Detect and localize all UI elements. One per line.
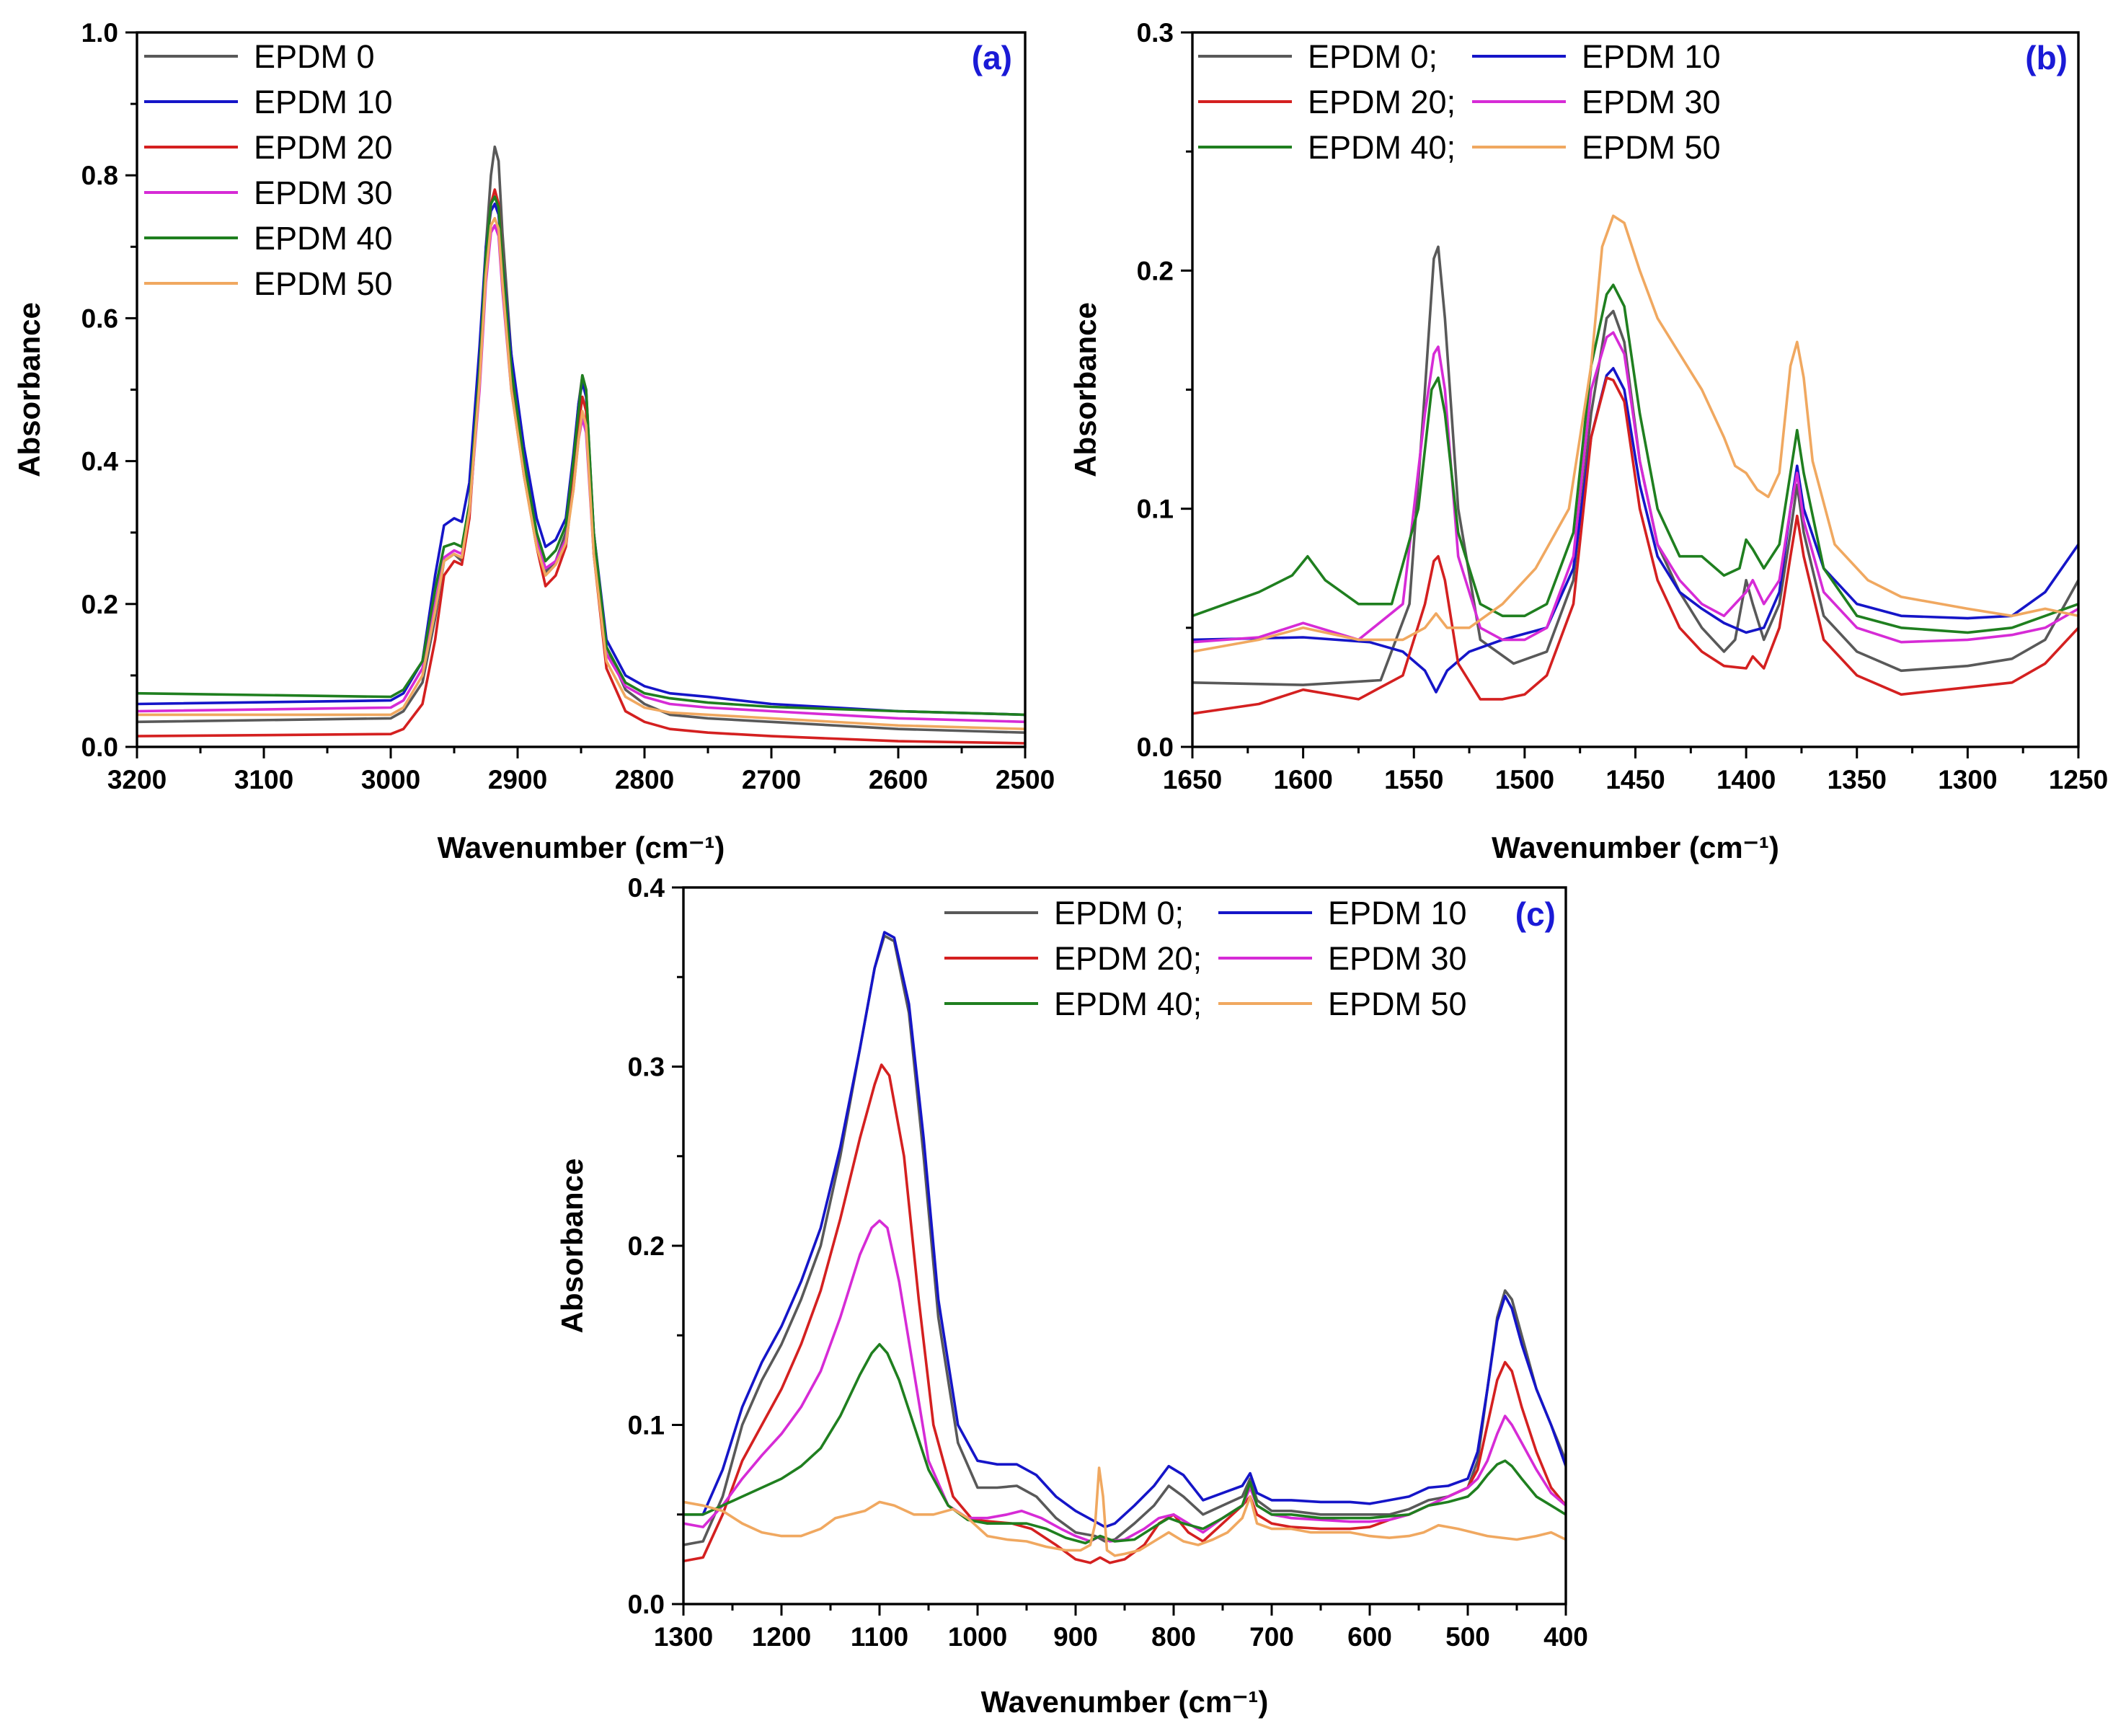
legend-label: EPDM 50 (1582, 129, 1721, 166)
legend-label: EPDM 50 (254, 265, 393, 302)
y-tick-label: 0.1 (628, 1411, 665, 1440)
y-tick-label: 0.2 (628, 1231, 665, 1261)
x-tick-label: 1000 (948, 1622, 1007, 1652)
series-line-epdm-30 (1192, 331, 2078, 644)
series-line-epdm-20 (1192, 376, 2078, 715)
x-tick-label: 900 (1053, 1622, 1098, 1652)
y-tick-label: 0.4 (628, 873, 665, 903)
series-line-epdm-50 (137, 216, 1025, 730)
x-tick-label: 3000 (361, 765, 420, 794)
y-tick-label: 0.2 (1137, 256, 1174, 285)
series-line-epdm-30 (683, 1219, 1566, 1543)
x-tick-label: 800 (1151, 1622, 1196, 1652)
x-axis-title: Wavenumber (cm⁻¹) (438, 831, 725, 864)
legend-label: EPDM 20; (1054, 940, 1202, 977)
panel-b-chart: 1650 1600 1550 1500 1450 1400 1350 1300 1250 0.0 0… (1068, 18, 2108, 864)
x-tick-label: 2800 (615, 765, 674, 794)
series-line-epdm-40 (683, 1342, 1566, 1545)
x-tick-label: 1350 (1828, 765, 1887, 794)
x-tick-label: 1500 (1495, 765, 1554, 794)
legend-label: EPDM 0; (1054, 895, 1184, 931)
panel-a-chart: 3200 3100 3000 2900 2800 2700 2600 2500 0.0 0.2 0.… (12, 18, 1055, 864)
x-tick-label: 1250 (2049, 765, 2108, 794)
legend-label: EPDM 40 (254, 220, 393, 257)
x-tick-label: 3100 (234, 765, 293, 794)
panel-label: (b) (2025, 39, 2068, 76)
series-line-epdm-50 (683, 1466, 1566, 1557)
legend-label: EPDM 30 (254, 174, 393, 211)
legend-label: EPDM 30 (1328, 940, 1467, 977)
y-tick-label: 0.2 (81, 590, 118, 619)
series-line-epdm-10 (1192, 366, 2078, 694)
y-axis-title: Absorbance (1068, 302, 1102, 477)
x-axis-title: Wavenumber (cm⁻¹) (1492, 831, 1779, 864)
panel-label: (c) (1515, 895, 1556, 933)
x-tick-label: 600 (1347, 1622, 1392, 1652)
series-line-epdm-10 (137, 202, 1025, 717)
x-tick-label: 1200 (752, 1622, 811, 1652)
y-tick-label: 0.0 (81, 732, 118, 762)
x-tick-label: 2900 (488, 765, 547, 794)
series-line-epdm-40 (1192, 283, 2078, 634)
x-tick-label: 1650 (1163, 765, 1222, 794)
y-tick-label: 0.0 (628, 1590, 665, 1619)
x-tick-label: 1300 (1938, 765, 1997, 794)
legend-label: EPDM 10 (1582, 38, 1721, 75)
x-tick-label: 2600 (869, 765, 928, 794)
y-tick-label: 0.6 (81, 304, 118, 333)
legend-label: EPDM 10 (1328, 895, 1467, 931)
x-axis-title: Wavenumber (cm⁻¹) (981, 1685, 1269, 1719)
x-tick-label: 400 (1543, 1622, 1588, 1652)
x-tick-label: 1600 (1273, 765, 1332, 794)
y-tick-label: 1.0 (81, 18, 118, 48)
legend-label: EPDM 20 (254, 129, 393, 166)
legend-label: EPDM 40; (1054, 986, 1202, 1022)
x-tick-label: 1550 (1384, 765, 1443, 794)
legend-label: EPDM 0; (1308, 38, 1438, 75)
series-line-epdm-10 (683, 931, 1566, 1528)
series-line-epdm-50 (1192, 214, 2078, 653)
legend: EPDM 0 EPDM 10 EPDM 20 EPDM 30 EPDM 40 EPDM 5… (144, 38, 393, 302)
x-tick-label: 2700 (742, 765, 801, 794)
legend: EPDM 0; EPDM 10 EPDM 20; EPDM 30 EPDM 40; EPD… (944, 895, 1467, 1022)
legend-label: EPDM 0 (254, 38, 375, 75)
x-tick-label: 1100 (851, 1622, 908, 1652)
legend-label: EPDM 10 (254, 84, 393, 120)
legend-label: EPDM 30 (1582, 84, 1721, 120)
y-axis-title: Absorbance (12, 302, 46, 477)
y-tick-label: 0.3 (628, 1053, 665, 1082)
y-tick-label: 0.1 (1137, 495, 1174, 524)
panel-label: (a) (972, 39, 1012, 76)
legend: EPDM 0; EPDM 10 EPDM 20; EPDM 30 EPDM 40; EPD… (1198, 38, 1721, 166)
legend-label: EPDM 50 (1328, 986, 1467, 1022)
x-tick-label: 1300 (654, 1622, 713, 1652)
y-tick-label: 0.3 (1137, 18, 1174, 48)
y-tick-label: 0.8 (81, 161, 118, 190)
x-tick-label: 2500 (996, 765, 1055, 794)
legend-label: EPDM 20; (1308, 84, 1456, 120)
x-tick-label: 700 (1249, 1622, 1294, 1652)
legend-label: EPDM 40; (1308, 129, 1456, 166)
x-tick-label: 1450 (1605, 765, 1665, 794)
x-tick-label: 500 (1445, 1622, 1490, 1652)
panel-c-chart: 1300 1200 1100 1000 900 800 700 600 500 400 0.0 0.1… (555, 873, 1588, 1719)
x-tick-label: 1400 (1716, 765, 1776, 794)
y-tick-label: 0.4 (81, 447, 119, 477)
y-axis-title: Absorbance (555, 1159, 589, 1334)
y-tick-label: 0.0 (1137, 732, 1174, 762)
series-line-epdm-40 (137, 195, 1025, 717)
x-tick-label: 3200 (107, 765, 167, 794)
